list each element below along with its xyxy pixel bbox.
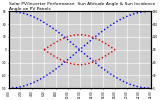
Text: Solar PV/Inverter Performance  Sun Altitude Angle & Sun Incidence Angle on PV Pa: Solar PV/Inverter Performance Sun Altitu… [8, 2, 155, 11]
